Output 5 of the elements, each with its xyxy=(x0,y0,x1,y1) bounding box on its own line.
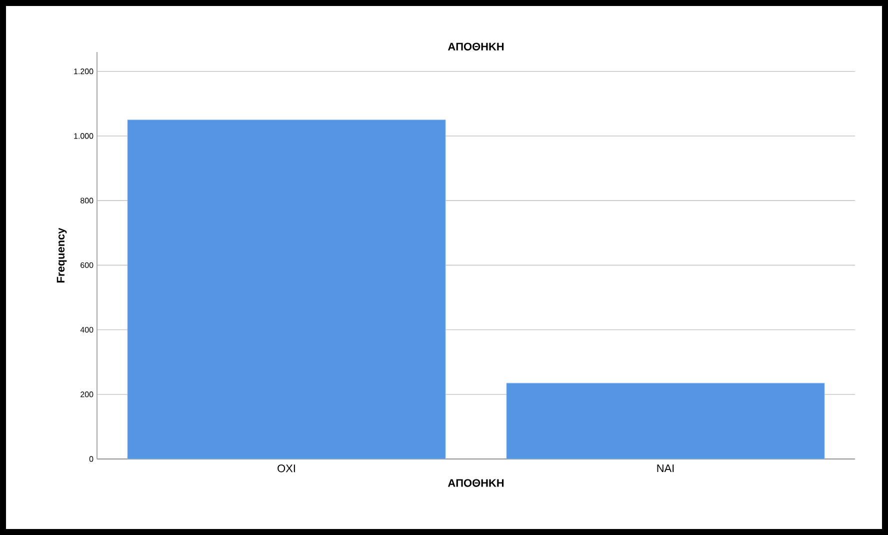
x-tick-label: ΟΧΙ xyxy=(278,464,295,472)
chart-title: ΑΠΟΘΗΚΗ xyxy=(448,42,504,50)
y-axis-title: Frequency xyxy=(56,228,67,282)
x-tick-label: ΝΑΙ xyxy=(657,464,674,472)
x-axis-title: ΑΠΟΘΗΚΗ xyxy=(448,479,504,487)
